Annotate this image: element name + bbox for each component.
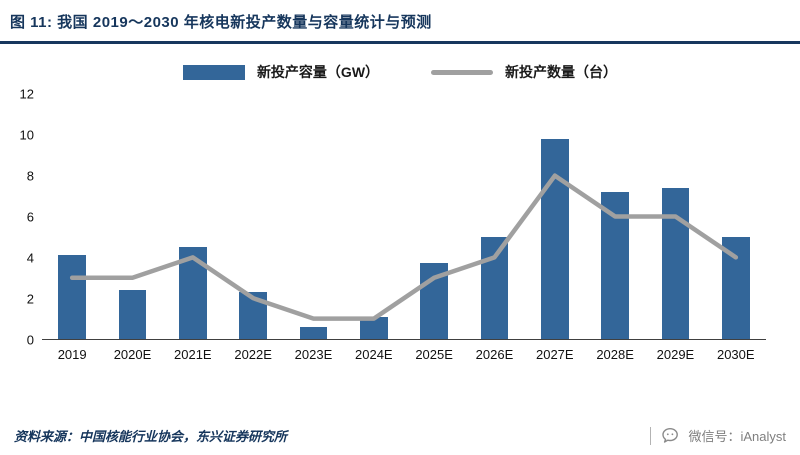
bar [721,236,750,339]
chart-legend: 新投产容量（GW） 新投产数量（台） [0,60,800,84]
wechat-label: 微信号：iAnalyst [688,429,786,444]
bar-column [344,94,404,339]
x-tick-label: 2030E [716,347,755,362]
x-tick-label: 2026E [475,347,514,362]
bar [118,290,147,339]
bar [359,316,388,339]
bar-column [645,94,705,339]
bar [601,192,629,339]
bar-column [102,94,162,339]
bar [420,263,448,339]
bar-column [163,94,223,339]
legend-item-capacity: 新投产容量（GW） [182,62,380,82]
divider [650,426,652,445]
bar-column [525,94,585,339]
y-tick-label: 10 [19,127,34,143]
bar [661,187,690,339]
x-tick-label: 2028E [596,347,634,362]
bar-column [404,94,464,339]
y-tick-label: 4 [26,250,34,266]
x-tick-label: 2025E [415,347,453,362]
bar [480,236,509,339]
bar-series-swatch [182,64,245,80]
y-tick-label: 12 [19,86,34,102]
wechat-watermark: 微信号：iAnalyst [650,426,786,445]
bar-column [464,94,524,339]
y-tick-label: 0 [26,332,34,348]
bar-column [223,94,283,339]
x-tick-label: 2029E [656,347,695,362]
line-series-swatch [431,69,494,75]
x-tick-label: 2019 [57,347,87,362]
source-note: 资料来源：中国核能行业协会，东兴证券研究所 [14,429,288,444]
figure-title: 图 11: 我国 2019～2030 年核电新投产数量与容量统计与预测 [10,14,432,31]
y-tick-label: 6 [26,209,34,225]
y-tick-label: 8 [26,168,34,184]
bar-column [585,94,645,339]
bar [239,292,268,339]
bar-column [42,94,102,339]
bar [178,247,207,339]
bar-column [283,94,343,339]
bars [42,94,766,339]
bar [58,255,87,339]
x-tick-label: 2023E [294,347,333,362]
wechat-icon [662,427,679,443]
x-tick-label: 2024E [355,347,393,362]
y-axis: 0 2 4 6 8 10 12 [12,88,42,347]
x-axis: 2019 2020E 2021E 2022E 2023E 2024E 2025E 2026E 2… [42,347,766,362]
legend-label-capacity: 新投产容量（GW） [256,64,380,80]
bottom-bar: 资料来源：中国核能行业协会，东兴证券研究所 微信号：iAnalyst [0,426,800,445]
bar-column [706,94,766,339]
x-tick-label: 2021E [174,347,212,362]
figure-header: 图 11: 我国 2019～2030 年核电新投产数量与容量统计与预测 [0,0,800,44]
x-tick-label: 2022E [234,347,272,362]
plot-area [42,94,766,340]
bar [540,138,569,339]
x-tick-label: 2027E [535,347,574,362]
chart-area: 0 2 4 6 8 10 12 [0,88,800,347]
legend-item-count: 新投产数量（台） [431,62,617,82]
bar [299,326,328,339]
x-tick-label: 2020E [113,347,152,362]
legend-label-count: 新投产数量（台） [505,64,618,80]
y-tick-label: 2 [26,291,34,307]
